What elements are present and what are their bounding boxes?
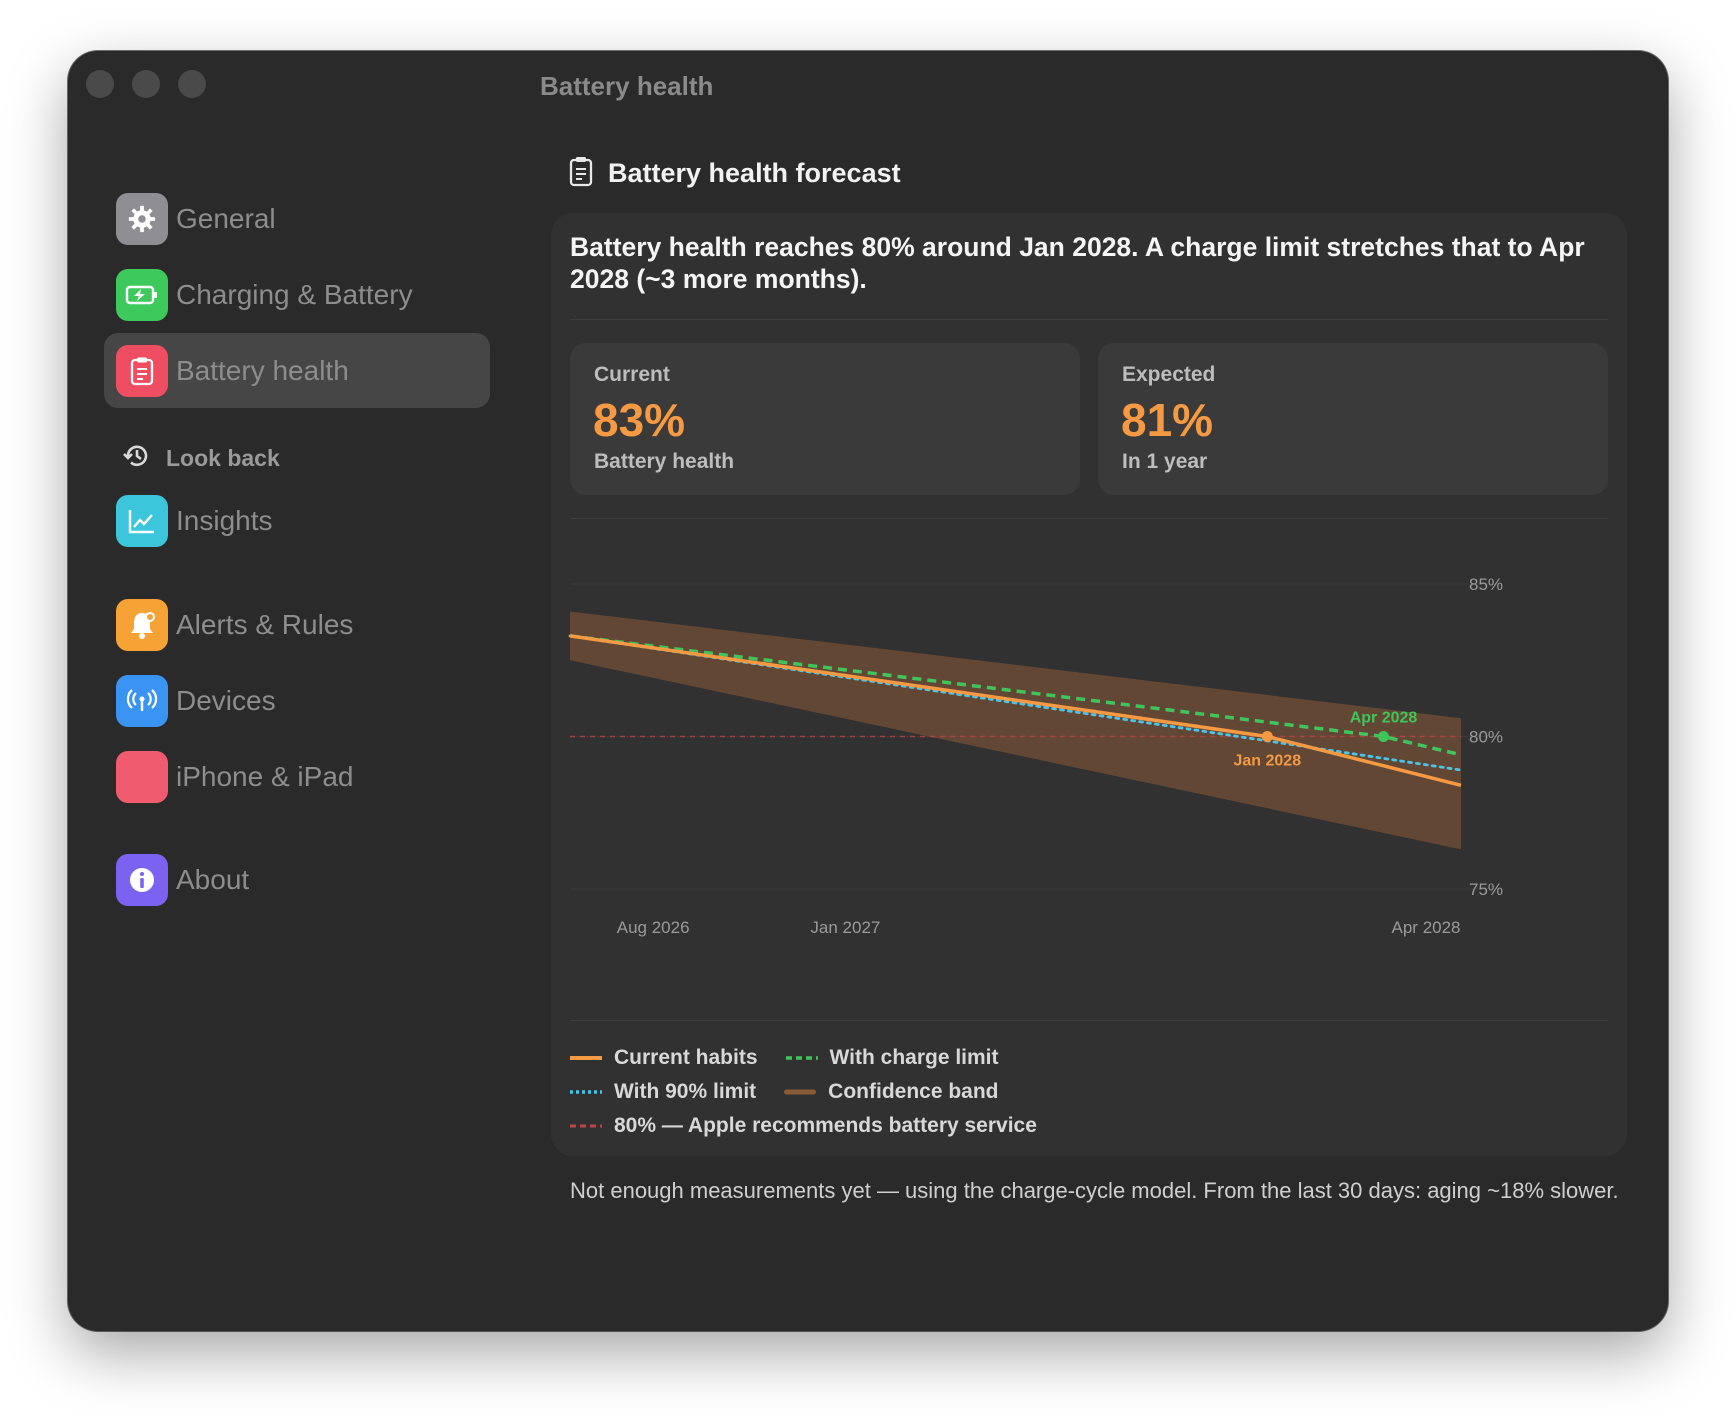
legend-swatch <box>785 1056 818 1060</box>
sidebar-item-label: About <box>176 863 250 895</box>
sidebar-item-insights[interactable]: Insights <box>104 483 490 558</box>
legend-label: With charge limit <box>829 1046 999 1069</box>
sidebar-item-general[interactable]: General <box>104 181 490 256</box>
y-tick-label: 80% <box>1469 728 1503 747</box>
sidebar-item-iphone-ipad[interactable]: iPhone & iPad <box>104 739 490 814</box>
minimize-button[interactable] <box>132 70 160 98</box>
legend-label: 80% — Apple recommends battery service <box>614 1114 1037 1137</box>
divider <box>570 1020 1608 1021</box>
y-tick-label: 85% <box>1469 575 1503 594</box>
legend-90-limit: With 90% limit <box>570 1080 756 1104</box>
sidebar-item-label: Insights <box>176 504 273 536</box>
sidebar-item-label: iPhone & iPad <box>176 760 354 792</box>
annotation-label: Apr 2028 <box>1350 710 1418 727</box>
legend-label: Current habits <box>614 1046 758 1069</box>
zoom-button[interactable] <box>178 70 206 98</box>
legend-confidence-band: Confidence band <box>784 1080 999 1104</box>
gear-icon <box>116 192 168 245</box>
legend-swatch <box>570 1124 602 1128</box>
panel-title: Battery health forecast <box>608 158 901 188</box>
stat-current: Current 83% Battery health <box>570 343 1080 495</box>
sidebar-item-alerts[interactable]: Alerts & Rules <box>104 587 490 662</box>
phone-icon <box>116 750 168 803</box>
annotation-dot <box>1378 731 1390 742</box>
info-icon <box>116 853 168 906</box>
annotation-dot <box>1261 731 1273 742</box>
forecast-headline: Battery health reaches 80% around Jan 20… <box>570 232 1585 294</box>
forecast-chart: 85% 80% 75% Aug 2026 Jan 2027 Apr 2028 Jan 202… <box>568 575 1503 937</box>
x-tick-label: Jan 2027 <box>810 918 880 937</box>
bell-icon <box>116 598 168 651</box>
legend-label: With 90% limit <box>614 1080 757 1103</box>
legend-charge-limit: With charge limit <box>785 1046 999 1070</box>
divider <box>570 518 1608 519</box>
legend-swatch <box>570 1056 602 1060</box>
antenna-icon <box>116 674 168 727</box>
section-look-back: Look back <box>122 441 280 476</box>
divider <box>570 319 1608 320</box>
close-button[interactable] <box>86 70 114 98</box>
legend-threshold: 80% — Apple recommends battery service <box>570 1114 1037 1138</box>
stat-expected: Expected 81% In 1 year <box>1098 343 1608 495</box>
panel-header: Battery health forecast <box>568 155 901 192</box>
sidebar-item-battery-health[interactable]: Battery health <box>104 333 490 408</box>
clipboard-icon <box>116 344 168 397</box>
sidebar-item-devices[interactable]: Devices <box>104 663 490 738</box>
clipboard-icon <box>568 155 594 192</box>
stat-sub: Battery health <box>594 450 735 473</box>
stat-value: 81% <box>1121 394 1214 446</box>
legend-current-habits: Current habits <box>570 1046 758 1070</box>
annotation-label: Jan 2028 <box>1233 753 1301 770</box>
window-title: Battery health <box>540 71 714 101</box>
sidebar-item-label: Alerts & Rules <box>176 608 354 640</box>
window-controls <box>86 70 206 98</box>
history-icon <box>122 441 152 476</box>
x-tick-label: Aug 2026 <box>617 918 690 937</box>
sidebar-item-label: Battery health <box>176 354 349 386</box>
legend-label: Confidence band <box>828 1080 999 1103</box>
stat-label: Expected <box>1122 363 1216 386</box>
sidebar-item-label: Charging & Battery <box>176 278 413 310</box>
legend-row: Current habits With charge limit <box>570 1046 1027 1070</box>
legend-swatch <box>570 1090 602 1094</box>
sidebar-item-label: Devices <box>176 684 276 716</box>
footnote: Not enough measurements yet — using the … <box>570 1178 1619 1203</box>
stat-value: 83% <box>593 394 686 446</box>
sidebar-item-about[interactable]: About <box>104 842 490 917</box>
app-window: Battery health General Charging & Batter… <box>68 51 1668 1331</box>
chart-icon <box>116 494 168 547</box>
sidebar-item-charging[interactable]: Charging & Battery <box>104 257 490 332</box>
series-with-charge-limit <box>569 634 1462 757</box>
stat-label: Current <box>594 363 670 386</box>
battery-charging-icon <box>116 268 168 321</box>
sidebar-item-label: General <box>176 202 276 234</box>
legend-row: 80% — Apple recommends battery service <box>570 1114 1065 1138</box>
section-label: Look back <box>166 445 280 471</box>
y-tick-label: 75% <box>1469 880 1503 899</box>
legend-row: With 90% limit Confidence band <box>570 1080 1027 1104</box>
legend-swatch <box>784 1089 817 1095</box>
forecast-card: Battery health reaches 80% around Jan 20… <box>551 213 1627 1156</box>
confidence-band <box>570 611 1461 850</box>
x-tick-label: Apr 2028 <box>1392 918 1461 937</box>
stat-sub: In 1 year <box>1122 450 1208 473</box>
